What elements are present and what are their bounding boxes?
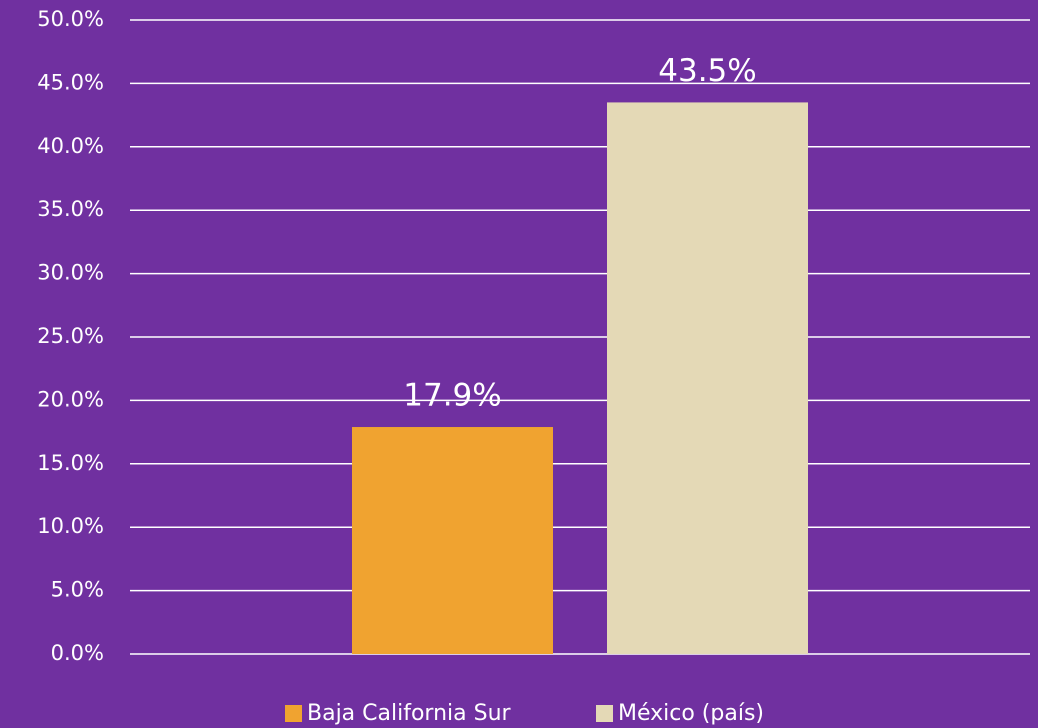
legend-label: Baja California Sur — [307, 701, 512, 726]
y-tick-label: 15.0% — [37, 451, 104, 475]
legend-swatch — [596, 705, 613, 722]
y-tick-label: 35.0% — [37, 197, 104, 221]
bar — [607, 102, 808, 655]
y-tick-label: 50.0% — [37, 7, 104, 31]
legend-label: México (país) — [618, 701, 764, 726]
y-tick-label: 5.0% — [51, 578, 104, 602]
y-tick-label: 25.0% — [37, 324, 104, 348]
y-tick-label: 30.0% — [37, 261, 104, 285]
y-tick-label: 45.0% — [37, 70, 104, 94]
data-label: 17.9% — [403, 378, 501, 414]
y-tick-label: 0.0% — [51, 641, 104, 665]
y-tick-label: 10.0% — [37, 514, 104, 538]
y-tick-label: 40.0% — [37, 134, 104, 158]
data-label: 43.5% — [658, 53, 756, 89]
legend-swatch — [285, 705, 302, 722]
y-tick-label: 20.0% — [37, 387, 104, 411]
bar — [352, 427, 553, 654]
